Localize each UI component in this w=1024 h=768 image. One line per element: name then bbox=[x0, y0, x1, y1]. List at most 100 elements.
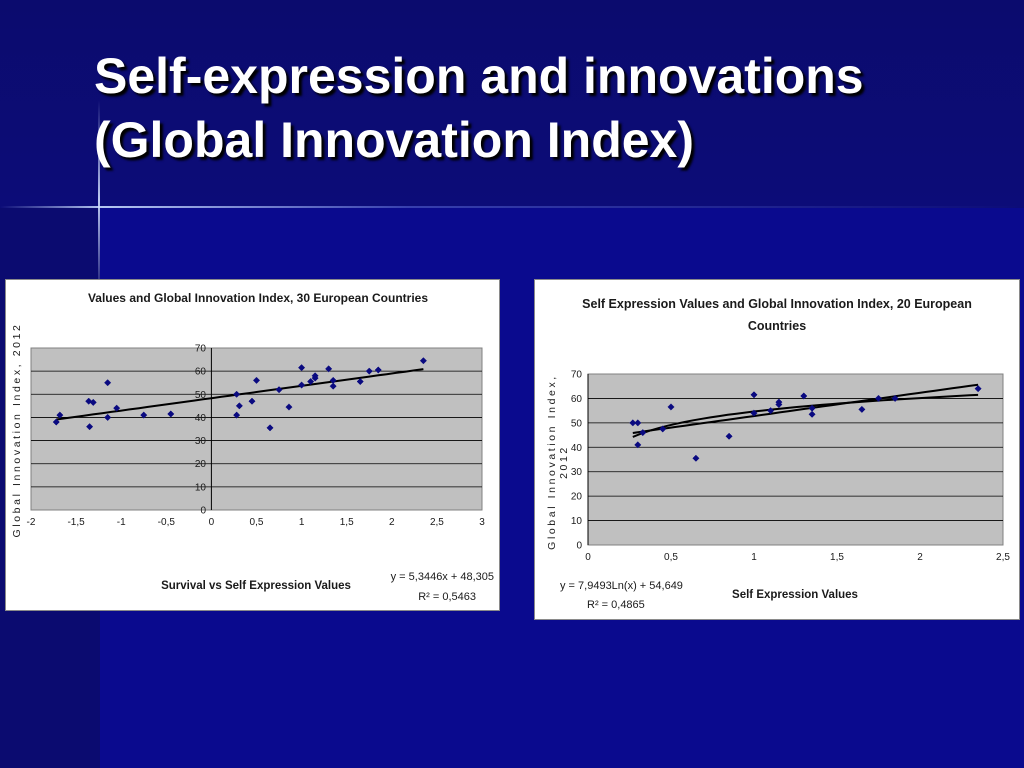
data-point bbox=[750, 391, 758, 399]
data-point bbox=[629, 419, 637, 427]
data-point bbox=[235, 402, 243, 410]
data-point bbox=[634, 419, 642, 427]
x-axis-label: Self Expression Values bbox=[732, 589, 858, 601]
x-tick-label: -2 bbox=[27, 517, 36, 528]
x-tick-label: 1,5 bbox=[340, 517, 354, 528]
data-point bbox=[307, 378, 315, 386]
data-point bbox=[89, 398, 97, 406]
data-point bbox=[298, 381, 306, 389]
chart-title: Values and Global Innovation Index, 30 E… bbox=[88, 291, 428, 305]
chart-panel-20-countries: Self Expression Values and Global Innova… bbox=[534, 279, 1020, 620]
x-tick-label: 1 bbox=[751, 552, 757, 563]
x-tick-label: 0,5 bbox=[664, 552, 678, 563]
trendline-equation: y = 7,9493Ln(x) + 54,649 bbox=[560, 580, 683, 592]
y-axis-label: Global Innovation Index, 2012 bbox=[11, 323, 23, 538]
y-tick-label: 30 bbox=[571, 467, 583, 478]
data-point bbox=[639, 429, 647, 437]
data-point bbox=[52, 418, 60, 426]
data-point bbox=[858, 405, 866, 413]
scatter-chart-20-countries: Self Expression Values and Global Innova… bbox=[546, 297, 1010, 611]
y-tick-label: 70 bbox=[571, 370, 583, 381]
y-axis-label: Global Innovation Index, bbox=[546, 374, 558, 550]
plot-area bbox=[30, 347, 483, 511]
scatter-chart-30-countries: Values and Global Innovation Index, 30 E… bbox=[11, 291, 494, 603]
data-point bbox=[233, 390, 241, 398]
data-point bbox=[874, 394, 883, 402]
data-point bbox=[56, 411, 64, 419]
chart-panel-30-countries: Values and Global Innovation Index, 30 E… bbox=[5, 279, 500, 611]
y-tick-label: 30 bbox=[195, 436, 207, 447]
chart-title: Self Expression Values and Global Innova… bbox=[582, 297, 972, 311]
data-point bbox=[233, 411, 241, 419]
trendline-linear bbox=[632, 383, 979, 434]
data-point bbox=[252, 376, 261, 384]
data-point bbox=[248, 397, 256, 405]
data-point bbox=[800, 392, 808, 400]
plot-area bbox=[587, 373, 1004, 546]
data-point bbox=[104, 379, 112, 387]
data-point bbox=[329, 382, 337, 390]
x-tick-label: 2,5 bbox=[430, 517, 444, 528]
y-axis-label: 2012 bbox=[558, 445, 570, 479]
data-point bbox=[767, 407, 775, 415]
y-tick-label: 40 bbox=[195, 413, 207, 424]
data-point bbox=[365, 367, 373, 375]
data-point bbox=[725, 432, 733, 440]
x-tick-label: -1 bbox=[117, 517, 126, 528]
data-point bbox=[298, 364, 306, 372]
slide-background-top bbox=[0, 0, 1024, 208]
data-point bbox=[104, 413, 112, 421]
x-tick-label: 0,5 bbox=[250, 517, 264, 528]
data-point bbox=[891, 394, 899, 402]
x-tick-label: 1 bbox=[299, 517, 305, 528]
x-tick-label: -0,5 bbox=[158, 517, 176, 528]
x-tick-label: -1,5 bbox=[67, 517, 85, 528]
x-tick-label: 0 bbox=[209, 517, 215, 528]
data-point bbox=[285, 403, 293, 411]
x-tick-label: 2,5 bbox=[996, 552, 1010, 563]
data-point bbox=[750, 409, 758, 417]
data-point bbox=[85, 397, 93, 405]
data-point bbox=[808, 404, 816, 412]
y-tick-label: 10 bbox=[571, 516, 583, 527]
data-point bbox=[167, 410, 175, 418]
y-tick-label: 20 bbox=[571, 492, 583, 503]
y-tick-label: 50 bbox=[571, 418, 583, 429]
decorative-glow-line-vertical bbox=[98, 100, 100, 300]
x-tick-label: 1,5 bbox=[830, 552, 844, 563]
data-point bbox=[634, 441, 642, 449]
data-point bbox=[329, 376, 337, 384]
y-tick-label: 10 bbox=[195, 482, 207, 493]
y-tick-label: 20 bbox=[195, 459, 207, 470]
y-tick-label: 60 bbox=[195, 367, 207, 378]
x-tick-label: 2 bbox=[389, 517, 395, 528]
trendline-r-squared: R² = 0,5463 bbox=[418, 591, 476, 603]
y-tick-label: 40 bbox=[571, 443, 583, 454]
x-axis-label: Survival vs Self Expression Values bbox=[161, 580, 351, 592]
data-point bbox=[659, 425, 667, 433]
y-tick-label: 0 bbox=[576, 541, 582, 552]
data-point bbox=[974, 385, 982, 393]
data-point bbox=[808, 410, 816, 418]
y-tick-label: 0 bbox=[200, 506, 206, 517]
trendline-equation: y = 5,3446x + 48,305 bbox=[391, 571, 494, 583]
data-point bbox=[374, 366, 382, 374]
data-point bbox=[140, 411, 148, 419]
trendline-r-squared: R² = 0,4865 bbox=[587, 599, 645, 611]
data-point bbox=[275, 386, 283, 394]
chart-title: Countries bbox=[748, 319, 806, 333]
data-point bbox=[325, 365, 333, 373]
decorative-glow-line-horizontal bbox=[0, 206, 1024, 208]
data-point bbox=[667, 403, 675, 411]
data-point bbox=[311, 374, 319, 382]
data-point bbox=[692, 454, 700, 462]
data-point bbox=[419, 357, 427, 365]
y-tick-label: 60 bbox=[571, 394, 583, 405]
x-tick-label: 2 bbox=[917, 552, 923, 563]
data-point bbox=[775, 400, 783, 409]
x-tick-label: 3 bbox=[479, 517, 485, 528]
data-point bbox=[266, 424, 274, 432]
y-tick-label: 50 bbox=[195, 390, 207, 401]
data-point bbox=[356, 378, 364, 386]
y-tick-label: 70 bbox=[195, 344, 207, 355]
